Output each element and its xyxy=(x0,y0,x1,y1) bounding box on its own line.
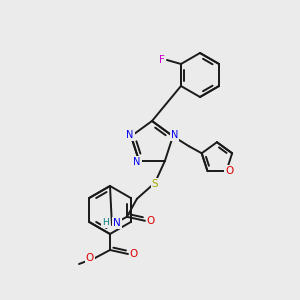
Text: O: O xyxy=(225,166,233,176)
Text: O: O xyxy=(130,249,138,259)
Text: O: O xyxy=(86,253,94,263)
Text: N: N xyxy=(126,130,134,140)
Text: H: H xyxy=(102,218,109,227)
Text: N: N xyxy=(113,218,121,228)
Text: F: F xyxy=(159,55,165,65)
Text: O: O xyxy=(147,216,155,226)
Text: N: N xyxy=(171,130,178,140)
Text: N: N xyxy=(134,157,141,167)
Text: S: S xyxy=(152,179,158,189)
